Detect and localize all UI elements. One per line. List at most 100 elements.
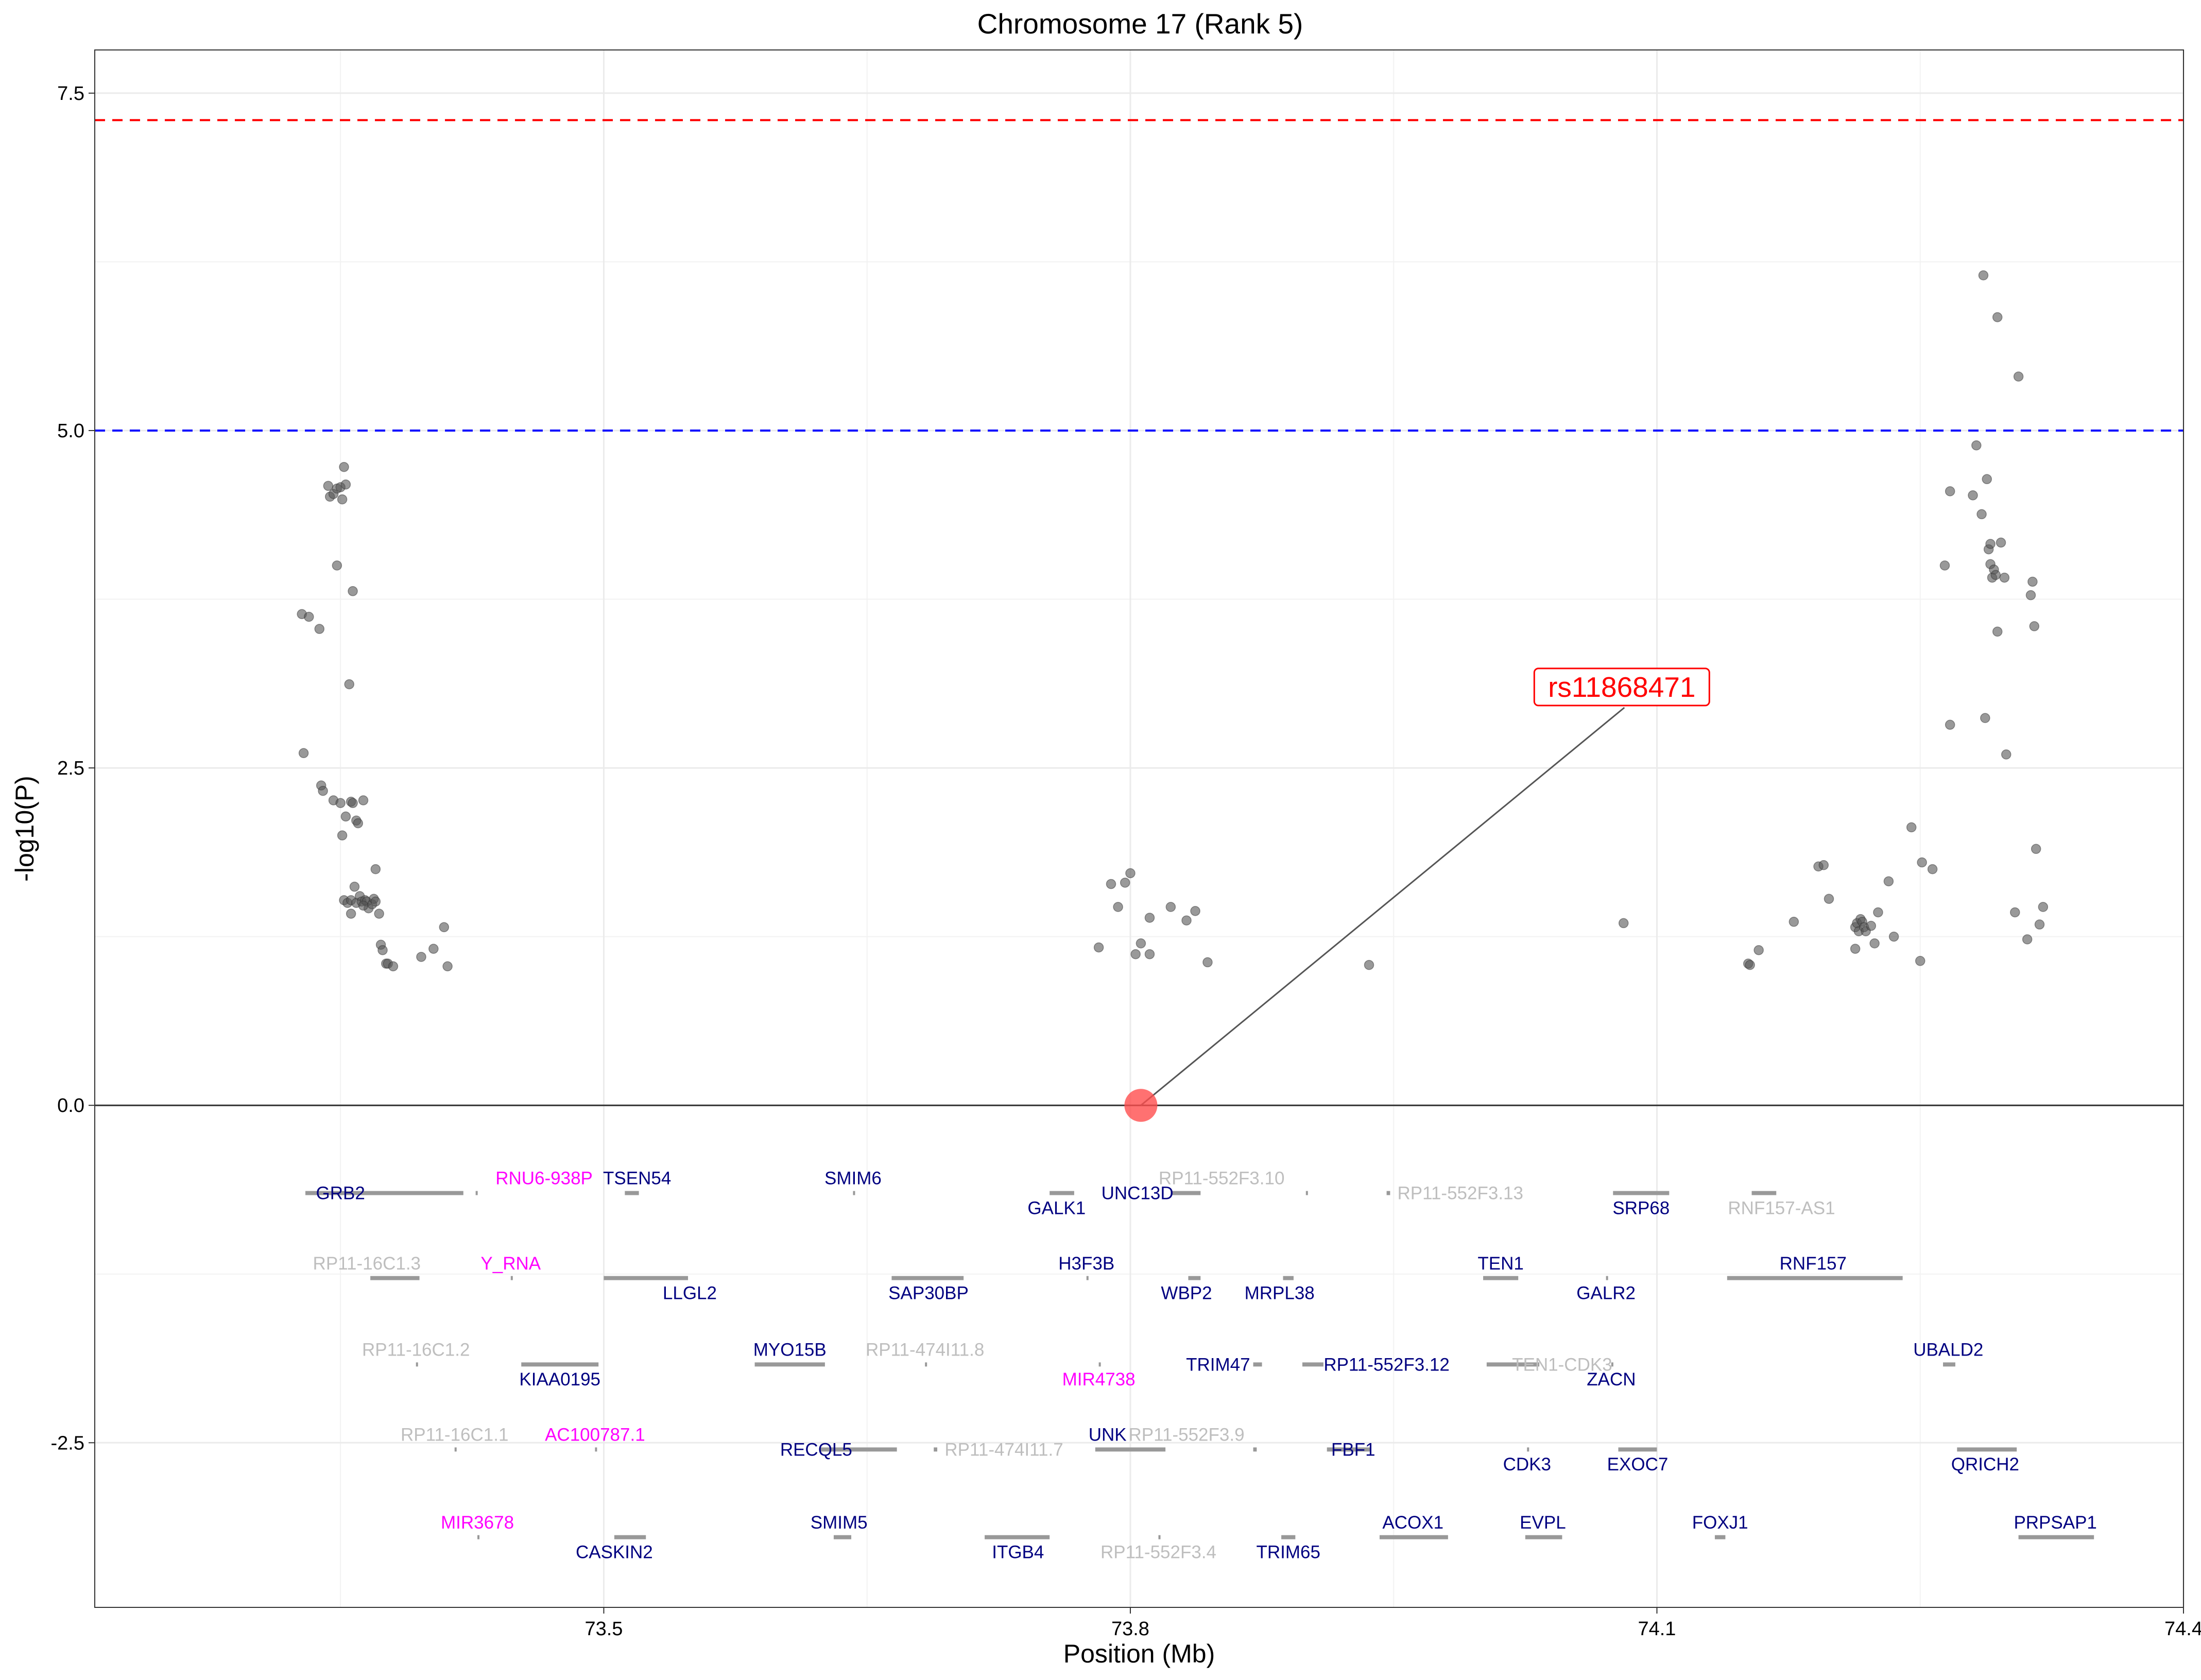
- snp-point: [1982, 474, 1992, 485]
- snp-point: [1181, 915, 1192, 925]
- snp-point: [1789, 917, 1799, 927]
- gene-label: TSEN54: [603, 1169, 671, 1189]
- gene-label: ACOX1: [1382, 1513, 1443, 1533]
- snp-point: [323, 481, 334, 491]
- snp-point: [1888, 931, 1899, 942]
- snp-point: [337, 494, 348, 505]
- snp-point: [1093, 942, 1104, 953]
- gene-label: GRB2: [316, 1184, 365, 1204]
- gene-body: [1943, 1362, 1955, 1367]
- snp-point: [1883, 876, 1894, 886]
- gene-body: [1714, 1535, 1726, 1539]
- gene-body: [1618, 1447, 1657, 1452]
- snp-point: [2013, 371, 2024, 382]
- snp-point: [1873, 907, 1883, 918]
- gene-label: CDK3: [1503, 1454, 1551, 1475]
- gene-body: [1188, 1276, 1201, 1280]
- snp-point: [1364, 959, 1374, 970]
- gene-label: MRPL38: [1245, 1283, 1315, 1303]
- gene-label: EVPL: [1520, 1513, 1566, 1533]
- gene-label: TRIM65: [1256, 1542, 1320, 1563]
- gene-label: MYO15B: [753, 1340, 827, 1360]
- gene-body: [1486, 1362, 1540, 1367]
- gene-body: [1606, 1276, 1608, 1280]
- gene-body: [510, 1276, 513, 1280]
- snp-point: [1917, 857, 1927, 868]
- gene-label: RP11-552F3.10: [1159, 1169, 1285, 1189]
- snp-point: [1130, 949, 1141, 959]
- snp-point: [370, 896, 381, 907]
- y-tick-label: -2.5: [51, 1432, 84, 1454]
- gene-body: [853, 1191, 855, 1195]
- gene-body: [370, 1276, 420, 1280]
- snp-point: [1866, 920, 1877, 931]
- gene-label: RP11-552F3.9: [1129, 1425, 1245, 1445]
- snp-point: [304, 611, 314, 622]
- gene-body: [1095, 1447, 1166, 1452]
- gene-body: [1386, 1191, 1390, 1195]
- gene-label: PRPSAP1: [2014, 1513, 2096, 1533]
- snp-point: [1144, 949, 1155, 959]
- gene-label: KIAA0195: [519, 1369, 600, 1390]
- gene-label: SMIM6: [824, 1169, 882, 1189]
- gene-body: [614, 1535, 646, 1539]
- gene-body: [475, 1191, 478, 1195]
- snp-point: [1992, 626, 2003, 637]
- snp-point: [332, 560, 342, 571]
- gene-body: [2018, 1535, 2094, 1539]
- gene-label: RP11-552F3.4: [1100, 1542, 1216, 1563]
- snp-point: [2031, 844, 2041, 854]
- snp-point: [1165, 902, 1176, 912]
- gene-body: [934, 1447, 938, 1452]
- gene-body: [1253, 1362, 1262, 1367]
- snp-point: [1190, 906, 1200, 916]
- snp-point: [1869, 938, 1880, 949]
- snp-point: [1753, 945, 1764, 955]
- snp-point: [1945, 719, 1955, 730]
- snp-point: [340, 479, 351, 490]
- gene-body: [604, 1276, 689, 1280]
- x-tick-label: 73.8: [1111, 1618, 1149, 1640]
- lead-snp-label-box: [1533, 667, 1710, 707]
- gene-body: [625, 1191, 639, 1195]
- snp-point: [1824, 894, 1834, 904]
- snp-point: [1906, 822, 1917, 833]
- snp-point: [2027, 576, 2038, 587]
- gene-body: [1305, 1191, 1308, 1195]
- snp-point: [348, 798, 358, 808]
- gene-label: RP11-16C1.1: [401, 1425, 508, 1445]
- snp-point: [2029, 621, 2040, 631]
- snp-point: [416, 952, 426, 962]
- lead-snp-label: rs11868471: [1548, 671, 1695, 703]
- snp-point: [337, 830, 348, 841]
- gene-label: RP11-552F3.12: [1323, 1355, 1450, 1375]
- snp-point: [358, 900, 369, 911]
- snp-point: [1915, 956, 1925, 966]
- gene-body: [1613, 1191, 1670, 1195]
- gene-label: RNF157: [1780, 1254, 1847, 1274]
- gene-body: [1751, 1191, 1777, 1195]
- gene-label: RECQL5: [780, 1439, 852, 1460]
- gene-label: MIR3678: [441, 1513, 514, 1533]
- gene-body: [925, 1362, 927, 1367]
- gene-label: RNF157-AS1: [1728, 1198, 1835, 1218]
- gene-body: [1483, 1276, 1519, 1280]
- gene-label: EXOC7: [1607, 1454, 1669, 1475]
- gene-label: RP11-552F3.13: [1397, 1184, 1523, 1204]
- gene-label: TEN1-CDK3: [1512, 1355, 1612, 1375]
- gene-body: [1727, 1276, 1903, 1280]
- snp-point: [1996, 537, 2006, 548]
- gene-label: SMIM5: [811, 1513, 868, 1533]
- annotation-connector: [1140, 707, 1625, 1106]
- snp-point: [1618, 918, 1629, 929]
- gene-body: [985, 1535, 1050, 1539]
- snp-point: [1985, 539, 1996, 549]
- snp-point: [1136, 938, 1146, 949]
- gene-body: [819, 1447, 897, 1452]
- snp-point: [428, 944, 439, 954]
- snp-point: [1976, 509, 1987, 520]
- chart-title: Chromosome 17 (Rank 5): [977, 8, 1303, 40]
- gene-label: WBP2: [1161, 1283, 1212, 1303]
- gene-label: TEN1: [1477, 1254, 1523, 1274]
